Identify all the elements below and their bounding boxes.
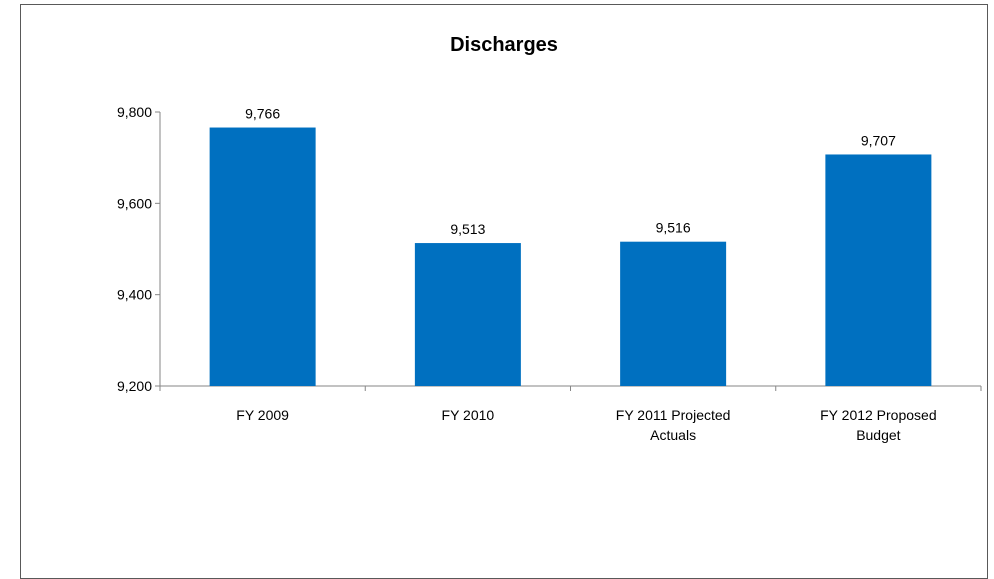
data-label: 9,766 bbox=[245, 106, 280, 122]
x-tick-label: Budget bbox=[856, 427, 900, 443]
y-tick-label: 9,200 bbox=[117, 378, 152, 394]
y-tick-label: 9,400 bbox=[117, 287, 152, 303]
bar bbox=[414, 243, 521, 386]
data-label: 9,513 bbox=[450, 221, 485, 237]
chart-title: Discharges bbox=[450, 34, 558, 56]
y-tick-label: 9,800 bbox=[117, 104, 152, 120]
x-tick-label: Actuals bbox=[650, 427, 696, 443]
x-tick-label: FY 2011 Projected bbox=[616, 407, 731, 423]
x-tick-label: FY 2012 Proposed bbox=[820, 407, 937, 423]
bar bbox=[620, 241, 727, 386]
bar bbox=[209, 127, 316, 386]
bar bbox=[825, 154, 932, 386]
data-label: 9,516 bbox=[656, 220, 691, 236]
x-tick-label: FY 2010 bbox=[442, 407, 495, 423]
data-label: 9,707 bbox=[861, 132, 896, 148]
x-tick-label: FY 2009 bbox=[236, 407, 289, 423]
y-tick-label: 9,600 bbox=[117, 195, 152, 211]
